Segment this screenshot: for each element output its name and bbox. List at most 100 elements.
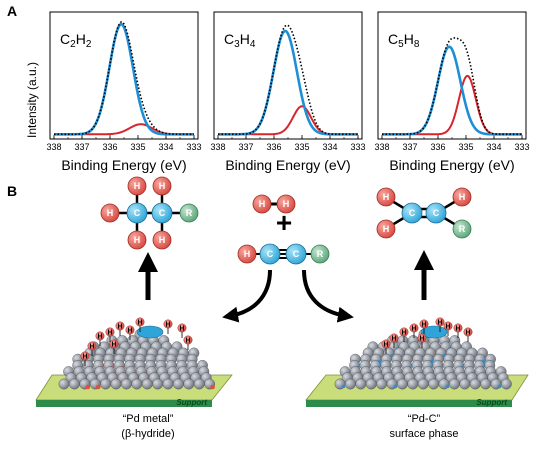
pd-atom <box>500 378 512 390</box>
surface-h-atom <box>115 321 125 331</box>
support-label: Support <box>476 398 507 407</box>
h-atom-label: H <box>134 235 141 245</box>
x-tick-label: 338 <box>46 142 61 152</box>
chart-frame <box>213 11 363 140</box>
surface-h-atom <box>87 341 97 351</box>
pd-atom <box>162 378 174 390</box>
x-tick-label: 334 <box>322 142 337 152</box>
pd-atom <box>469 378 481 390</box>
h-atom <box>252 194 272 214</box>
c-atom-label: C <box>134 208 141 218</box>
x-tick-label: 333 <box>186 142 201 152</box>
h-atom-label: H <box>134 181 141 191</box>
r-group-label: R <box>459 224 466 234</box>
h-atom <box>376 187 396 207</box>
surface-h-atom <box>80 351 90 361</box>
h-atom-label: H <box>244 249 251 259</box>
h2-molecule: H H <box>252 194 296 214</box>
surface-h-label: H <box>82 354 87 361</box>
surface-h-label: H <box>185 338 190 345</box>
pd-atom <box>480 378 491 390</box>
c-atom <box>401 202 423 224</box>
pd-atom <box>396 378 408 390</box>
x-tick-label: 333 <box>514 142 529 152</box>
x-tick-label: 337 <box>402 142 417 152</box>
surface-h-atom <box>443 321 453 331</box>
surface-h-atom <box>109 339 119 349</box>
surface-h-label: H <box>165 322 170 329</box>
h-atom <box>276 194 296 214</box>
r-group-label: R <box>317 249 324 259</box>
x-tick-label: 335 <box>458 142 473 152</box>
pd-atom <box>58 378 70 390</box>
chart-frame <box>377 11 527 140</box>
series-blue <box>54 22 194 136</box>
surface-h-atom <box>389 333 399 343</box>
surface-h-atom <box>177 323 187 333</box>
h-atom <box>152 176 172 196</box>
chart-title: C5H8 <box>388 31 420 50</box>
surface-h-label: H <box>97 334 102 341</box>
h-atom-label: H <box>459 192 466 202</box>
h-atom <box>152 230 172 250</box>
curved-arrow-right <box>302 269 354 323</box>
pd-atom <box>110 378 122 390</box>
pd-atom <box>100 378 112 390</box>
c-atom <box>151 202 173 224</box>
surface-h-atom <box>163 319 173 329</box>
pd-atom <box>131 378 143 390</box>
alkyne-molecule: H C C R <box>237 243 330 265</box>
left-caption-line2: (β-hydride) <box>121 428 174 440</box>
h-atom <box>376 219 396 239</box>
h-atom <box>100 203 120 223</box>
c-atom <box>126 202 148 224</box>
chart-3: 338 337 336 335 334 333 C5H8 Binding Energy (eV… <box>374 11 530 173</box>
surface-h-label: H <box>383 342 388 349</box>
r-group <box>452 219 472 239</box>
pd-atom <box>183 378 195 390</box>
surface-h-label: H <box>117 324 122 331</box>
surface-h-atom <box>105 327 115 337</box>
c-atom <box>425 202 447 224</box>
h-atom-label: H <box>383 192 390 202</box>
x-axis-label: Binding Energy (eV) <box>61 157 186 173</box>
x-tick-label: 338 <box>374 142 389 152</box>
x-tick-label: 335 <box>294 142 309 152</box>
right-caption-line2: surface phase <box>389 428 458 440</box>
xps-charts: 338 337 336 335 334 333 C2H2 Binding Energy (eV… <box>46 11 530 173</box>
pd-atom <box>193 378 205 390</box>
surface-h-atom <box>409 323 419 333</box>
h-atom <box>127 176 147 196</box>
surface-h-label: H <box>391 336 396 343</box>
chart-frame <box>49 11 199 140</box>
surface-h-atom <box>453 323 463 333</box>
adsorbed-hydrocarbon <box>420 325 448 339</box>
series-blue <box>218 29 358 136</box>
surface-h-atom <box>95 331 105 341</box>
x-tick-label: 335 <box>130 142 145 152</box>
panel-b-letter: B <box>7 183 17 199</box>
surface-h-atom <box>463 327 473 337</box>
chart-2: 338 337 336 335 334 333 C3H4 Binding Energy (eV… <box>210 11 366 173</box>
pd-atom <box>428 378 439 390</box>
subsurface-h <box>95 384 101 390</box>
x-tick-label: 338 <box>210 142 225 152</box>
left-caption-line1: “Pd metal” <box>123 413 174 425</box>
pd-atom <box>121 378 132 390</box>
subsurface-h <box>210 384 215 390</box>
surface-h-label: H <box>401 330 406 337</box>
x-tick-label: 336 <box>102 142 117 152</box>
chart-1: 338 337 336 335 334 333 C2H2 Binding Energy (eV… <box>46 11 202 173</box>
c-atom <box>259 243 281 265</box>
alkane-molecule: H H H C C R H H <box>100 176 199 250</box>
r-group <box>179 203 199 223</box>
c-atom-label: C <box>267 249 274 259</box>
x-axis-label: Binding Energy (eV) <box>389 157 514 173</box>
carbon-dot <box>497 384 502 389</box>
x-tick-label: 333 <box>350 142 365 152</box>
right-caption-line1: “Pd-C” <box>408 413 441 425</box>
x-tick-label: 336 <box>430 142 445 152</box>
support-label: Support <box>176 398 207 407</box>
